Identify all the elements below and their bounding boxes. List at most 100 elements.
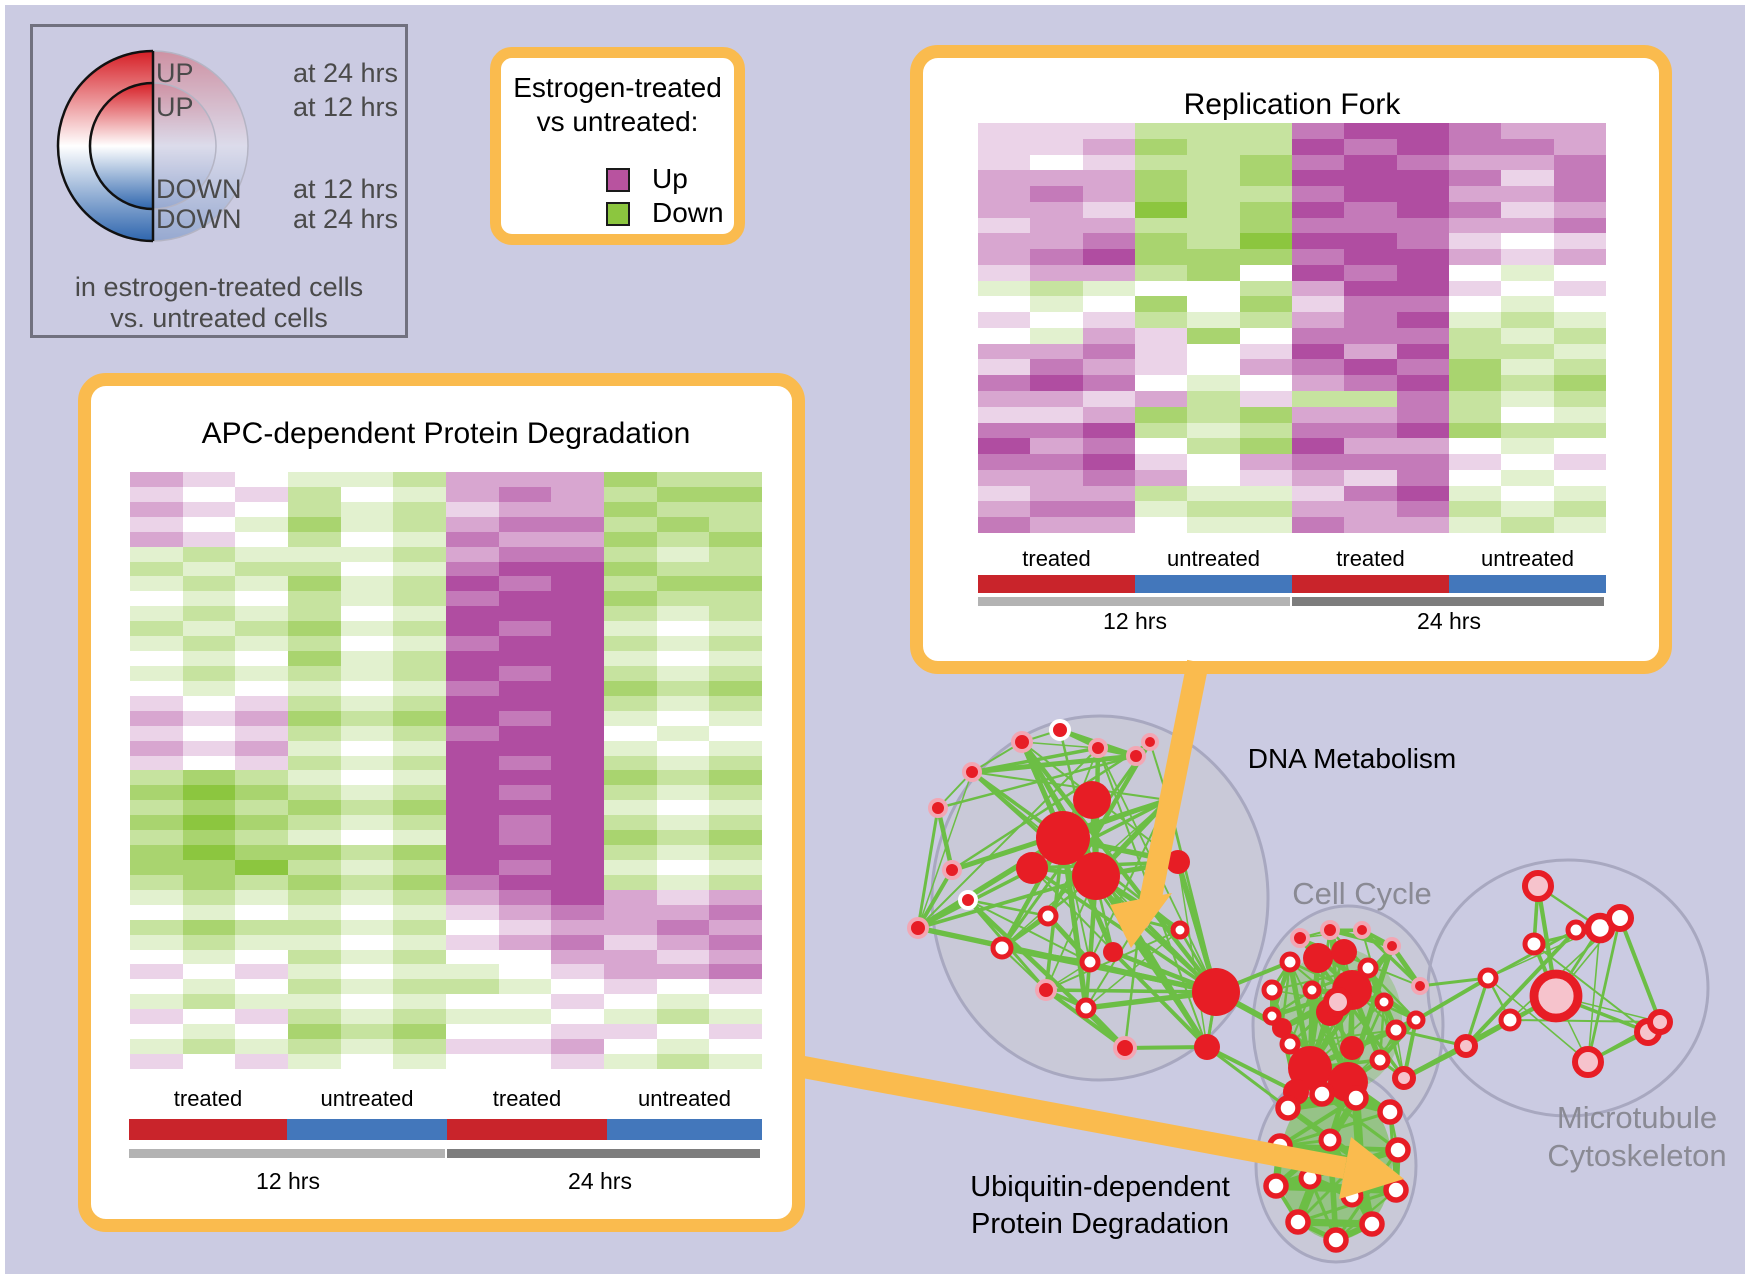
heatmap-cell [1501, 249, 1554, 265]
heatmap-cell [709, 949, 762, 965]
heatmap-cell [446, 695, 499, 711]
heatmap-cell [130, 815, 183, 831]
heatmap-cell [1553, 296, 1606, 313]
heatmap-cell [1082, 375, 1135, 392]
heatmap-cell [604, 680, 657, 696]
heatmap-cell [978, 217, 1031, 234]
heatmap-cell [288, 576, 341, 592]
heatmap-cell [1501, 264, 1554, 281]
heatmap-cell [1239, 123, 1292, 139]
heatmap-cell [498, 994, 552, 1010]
heatmap-cell [288, 621, 341, 637]
heatmap-cell [551, 591, 604, 607]
heatmap-cell [393, 1039, 446, 1054]
gradient-circles-icon [56, 49, 249, 243]
heatmap-cell [604, 665, 657, 681]
heatmap-cell [1082, 170, 1135, 187]
heatmap-cell [393, 710, 446, 726]
heatmap-cell [656, 1039, 710, 1054]
heatmap-cell [340, 904, 394, 920]
heatmap-cell [235, 919, 288, 935]
heatmap-cell [130, 904, 183, 920]
heatmap-cell [288, 651, 341, 666]
heatmap-cell [498, 1024, 552, 1040]
heatmap-cell [1134, 343, 1188, 360]
heatmap-cell [288, 1039, 341, 1054]
heatmap-cell [709, 845, 762, 860]
heatmap-cell [1344, 391, 1397, 407]
heatmap-cell [1501, 312, 1554, 328]
heatmap-cell [1134, 201, 1188, 218]
heatmap-cell [1396, 123, 1449, 139]
heatmap-cell [1134, 138, 1188, 155]
heatmap-cell [1396, 517, 1449, 533]
heatmap-cell [656, 561, 710, 577]
apc-heatmap [130, 472, 762, 1069]
heatmap-cell [446, 770, 499, 786]
heatmap-cell [1396, 154, 1449, 171]
heatmap-cell [1239, 327, 1292, 344]
heatmap-cell [1082, 469, 1135, 486]
heatmap-cell [393, 859, 446, 875]
heatmap-cell [1030, 154, 1083, 171]
heatmap-cell [1030, 359, 1083, 376]
heatmap-cell [1448, 501, 1502, 518]
heatmap-cell [1187, 249, 1240, 265]
heatmap-cell [604, 1024, 657, 1040]
heatmap-cell [446, 815, 499, 831]
heatmap-cell [551, 710, 604, 726]
heatmap-cell [1082, 359, 1135, 376]
heatmap-cell [1187, 469, 1240, 486]
heatmap-cell [709, 710, 762, 726]
heatmap-cell [1291, 501, 1345, 518]
heatmap-cell [604, 501, 657, 517]
heatmap-cell [1553, 391, 1606, 407]
heatmap-cell [182, 546, 236, 562]
heatmap-cell [498, 919, 552, 935]
heatmap-cell [656, 1009, 710, 1025]
heatmap-cell [1239, 154, 1292, 171]
heatmap-cell [1396, 186, 1449, 202]
heatmap-cell [1501, 485, 1554, 502]
heatmap-cell [288, 949, 341, 965]
heatmap-cell [551, 859, 604, 875]
heatmap-cell [1030, 327, 1083, 344]
heatmap-cell [393, 904, 446, 920]
heatmap-cell [978, 375, 1031, 392]
heatmap-cell [288, 591, 341, 607]
heatmap-cell [498, 889, 552, 905]
treated-condition-bar [447, 1119, 607, 1140]
heatmap-cell [393, 845, 446, 860]
heatmap-cell [978, 312, 1031, 328]
heatmap-cell [130, 561, 183, 577]
heatmap-cell [604, 904, 657, 920]
heatmap-cell [1553, 501, 1606, 518]
heatmap-cell [656, 486, 710, 502]
heatmap-cell [130, 770, 183, 786]
heatmap-cell [446, 889, 499, 905]
heatmap-cell [1239, 501, 1292, 518]
heatmap-cell [551, 770, 604, 786]
heatmap-cell [709, 1053, 762, 1069]
heatmap-cell [978, 359, 1031, 376]
heatmap-cell [1134, 485, 1188, 502]
heatmap-cell [1187, 312, 1240, 328]
heatmap-cell [393, 1024, 446, 1040]
heatmap-cell [656, 695, 710, 711]
heatmap-cell [288, 531, 341, 547]
heatmap-cell [1344, 296, 1397, 313]
heatmap-cell [1082, 422, 1135, 439]
heatmap-cell [1448, 422, 1502, 439]
heatmap-cell [1344, 217, 1397, 234]
heatmap-cell [1187, 327, 1240, 344]
heatmap-cell [1030, 123, 1083, 139]
heatmap-cell [604, 710, 657, 726]
heatmap-cell [498, 665, 552, 681]
heatmap-cell [1291, 391, 1345, 407]
heatmap-cell [978, 469, 1031, 486]
heatmap-cell [656, 531, 710, 547]
heatmap-cell [1501, 296, 1554, 313]
heatmap-cell [709, 1009, 762, 1025]
heatmap-cell [1501, 123, 1554, 139]
